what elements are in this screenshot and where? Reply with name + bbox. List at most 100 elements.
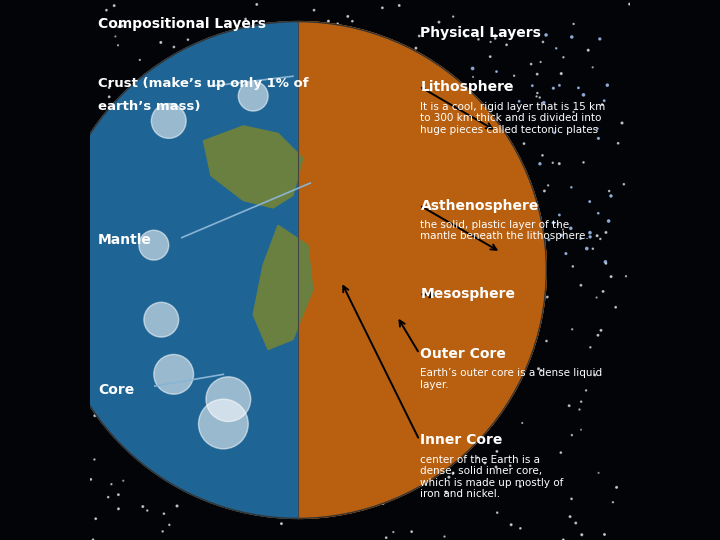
Point [282,351,293,360]
Point [420,107,432,116]
Point [308,6,320,15]
Point [182,35,194,44]
Point [357,242,369,251]
Point [141,155,153,164]
Point [461,277,472,286]
Circle shape [50,22,546,518]
Point [620,272,631,281]
Point [595,234,606,243]
Point [445,231,456,239]
Point [555,448,567,457]
Circle shape [238,81,268,111]
Point [472,35,484,44]
Point [558,53,570,62]
Point [393,1,405,10]
Point [368,274,379,282]
Text: Lithosphere: Lithosphere [420,80,514,94]
Point [406,528,418,536]
Point [436,118,447,126]
Point [310,174,322,183]
Point [334,317,346,326]
Text: Asthenosphere: Asthenosphere [420,199,539,213]
Point [102,493,114,502]
Point [523,181,534,190]
Point [97,333,109,341]
Point [557,225,569,234]
Point [425,60,436,69]
Point [174,361,185,369]
Circle shape [144,302,179,337]
Point [440,488,451,496]
Point [531,70,543,78]
Point [107,139,119,148]
Wedge shape [298,176,392,364]
Point [612,139,624,147]
Point [287,356,298,365]
Wedge shape [298,46,521,494]
Point [120,158,131,167]
Point [191,399,202,407]
Circle shape [218,191,377,349]
Point [153,264,165,272]
Point [328,456,340,465]
Point [246,227,257,236]
Point [472,424,483,433]
Point [534,159,546,168]
Point [512,199,523,207]
Point [279,44,291,53]
Point [536,151,548,160]
Text: Inner Core: Inner Core [420,433,503,447]
Point [89,411,101,420]
Circle shape [154,354,194,394]
Point [215,109,227,118]
Point [591,232,603,240]
Point [616,119,628,127]
Point [491,68,503,76]
Point [438,532,450,540]
Point [505,262,517,271]
Point [570,519,582,528]
Point [537,38,549,46]
Point [592,124,603,133]
Point [593,209,604,218]
Point [594,35,606,43]
Point [513,97,525,106]
Wedge shape [298,30,538,510]
Point [439,307,451,315]
Point [371,159,382,168]
Point [541,336,552,345]
Circle shape [74,46,521,494]
Point [455,226,467,235]
Point [329,265,341,274]
Point [554,159,565,168]
Point [266,378,278,387]
Point [113,504,125,513]
Point [488,222,500,231]
Point [196,131,207,139]
Point [290,99,302,108]
Point [140,287,152,296]
Point [209,387,220,396]
Point [133,399,145,407]
Point [349,384,361,393]
Circle shape [174,146,422,394]
Point [508,71,520,80]
Point [103,83,114,92]
Point [233,198,245,206]
Point [147,167,158,176]
Point [85,475,96,484]
Circle shape [263,235,333,305]
Point [96,15,108,23]
Point [490,463,502,471]
Wedge shape [298,248,320,292]
Point [556,231,567,240]
Point [240,403,252,411]
Point [341,309,353,318]
Point [176,17,187,26]
Point [566,431,577,440]
Point [408,70,420,79]
Point [496,393,508,401]
Point [480,240,491,248]
Point [603,187,615,195]
Point [524,248,536,257]
